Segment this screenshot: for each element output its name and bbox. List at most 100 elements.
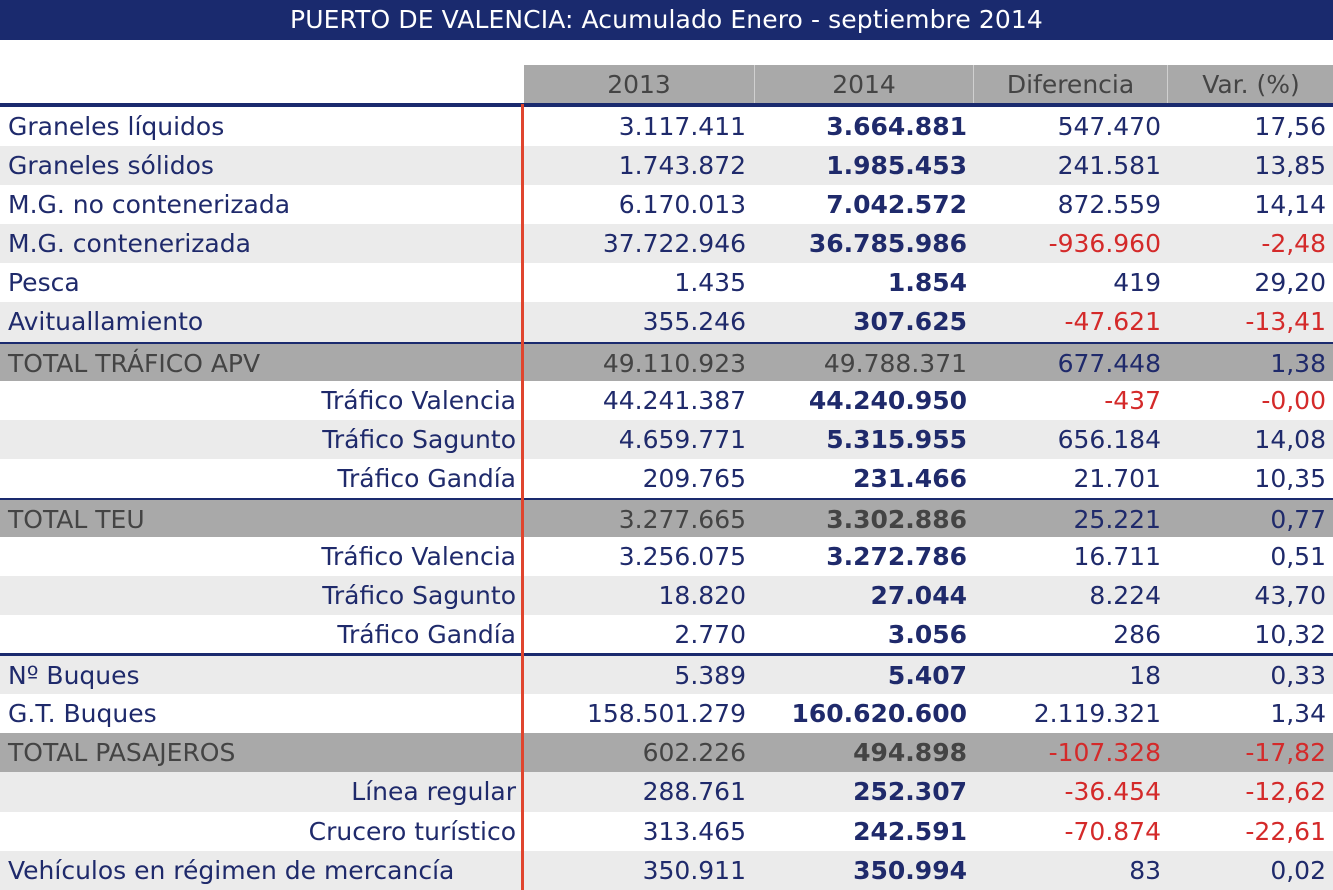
value-diferencia: -70.874 bbox=[1064, 816, 1162, 846]
row-label: TOTAL TEU bbox=[8, 504, 145, 534]
row-label: Tráfico Sagunto bbox=[322, 581, 516, 611]
value-diferencia: 18 bbox=[1129, 661, 1161, 691]
row-label: Tráfico Valencia bbox=[321, 542, 516, 572]
value-variacion: 0,51 bbox=[1270, 542, 1326, 572]
value-2013: 1.743.872 bbox=[618, 151, 746, 181]
value-diferencia: 25.221 bbox=[1073, 504, 1161, 534]
value-diferencia: 419 bbox=[1113, 268, 1161, 298]
row-label: Tráfico Valencia bbox=[321, 385, 516, 415]
value-diferencia: 656.184 bbox=[1057, 424, 1161, 454]
value-variacion: 10,35 bbox=[1254, 463, 1326, 493]
value-2013: 158.501.279 bbox=[586, 699, 746, 729]
value-2014: 307.625 bbox=[853, 307, 967, 337]
value-2014: 5.407 bbox=[887, 661, 967, 691]
table-row-total-teu: TOTAL TEU 3.277.665 3.302.886 25.221 0,7… bbox=[0, 497, 1333, 538]
value-variacion: 0,33 bbox=[1270, 661, 1326, 691]
value-2014: 5.315.955 bbox=[826, 424, 967, 454]
row-label: Tráfico Gandía bbox=[337, 620, 516, 650]
value-2013: 6.170.013 bbox=[618, 190, 746, 220]
value-variacion: -13,41 bbox=[1245, 307, 1326, 337]
value-variacion: 17,56 bbox=[1254, 112, 1326, 141]
value-variacion: 43,70 bbox=[1254, 581, 1326, 611]
value-2013: 2.770 bbox=[674, 620, 746, 650]
value-2013: 209.765 bbox=[642, 463, 746, 493]
value-2014: 7.042.572 bbox=[826, 190, 967, 220]
table-row-n-buques: Nº Buques 5.389 5.407 18 0,33 bbox=[0, 653, 1333, 695]
value-2013: 1.435 bbox=[674, 268, 746, 298]
value-diferencia: 2.119.321 bbox=[1033, 699, 1161, 729]
value-variacion: -22,61 bbox=[1245, 816, 1326, 846]
table-row-mg-contenerizada: M.G. contenerizada 37.722.946 36.785.986… bbox=[0, 224, 1333, 264]
value-variacion: 29,20 bbox=[1254, 268, 1326, 298]
value-diferencia: 16.711 bbox=[1073, 542, 1161, 572]
table-row-total-pasajeros: TOTAL PASAJEROS 602.226 494.898 -107.328… bbox=[0, 733, 1333, 773]
value-2013: 37.722.946 bbox=[602, 229, 746, 259]
value-2014: 36.785.986 bbox=[808, 229, 967, 259]
column-header-2014: 2014 bbox=[754, 65, 973, 104]
value-2014: 242.591 bbox=[853, 816, 967, 846]
value-2014: 494.898 bbox=[853, 738, 967, 768]
value-variacion: -2,48 bbox=[1261, 229, 1326, 259]
value-diferencia: -107.328 bbox=[1048, 738, 1161, 768]
value-2014: 3.302.886 bbox=[826, 504, 967, 534]
value-2013: 44.241.387 bbox=[602, 385, 746, 415]
value-variacion: 14,08 bbox=[1254, 424, 1326, 454]
table-row-pesca: Pesca 1.435 1.854 419 29,20 bbox=[0, 263, 1333, 302]
row-label: Vehículos en régimen de mercancía bbox=[8, 855, 455, 885]
value-diferencia: 677.448 bbox=[1057, 348, 1161, 378]
table-row-crucero-turistico: Crucero turístico 313.465 242.591 -70.87… bbox=[0, 812, 1333, 851]
column-header-2013: 2013 bbox=[524, 65, 754, 104]
row-label: Crucero turístico bbox=[308, 816, 516, 846]
table-row-avituallamiento: Avituallamiento 355.246 307.625 -47.621 … bbox=[0, 302, 1333, 342]
value-2013: 350.911 bbox=[642, 855, 746, 885]
row-label: TOTAL PASAJEROS bbox=[8, 738, 236, 768]
row-label: Pesca bbox=[8, 268, 80, 298]
value-variacion: -17,82 bbox=[1245, 738, 1326, 768]
value-diferencia: 286 bbox=[1113, 620, 1161, 650]
value-2014: 27.044 bbox=[870, 581, 967, 611]
row-label: Graneles sólidos bbox=[8, 151, 214, 181]
value-diferencia: 83 bbox=[1129, 855, 1161, 885]
value-2013: 288.761 bbox=[642, 777, 746, 807]
table-row-trafico-valencia: Tráfico Valencia 44.241.387 44.240.950 -… bbox=[0, 381, 1333, 420]
value-2013: 3.256.075 bbox=[618, 542, 746, 572]
row-label: Tráfico Gandía bbox=[337, 463, 516, 493]
value-2013: 5.389 bbox=[674, 661, 746, 691]
value-2014: 1.985.453 bbox=[826, 151, 967, 181]
value-diferencia: 872.559 bbox=[1057, 190, 1161, 220]
value-2014: 231.466 bbox=[853, 463, 967, 493]
table-row-vehiculos-regimen-mercancia: Vehículos en régimen de mercancía 350.91… bbox=[0, 850, 1333, 890]
table-row-teu-trafico-gandia: Tráfico Gandía 2.770 3.056 286 10,32 bbox=[0, 615, 1333, 653]
row-label: M.G. contenerizada bbox=[8, 229, 251, 259]
value-variacion: 13,85 bbox=[1254, 151, 1326, 181]
table-row-trafico-gandia: Tráfico Gandía 209.765 231.466 21.701 10… bbox=[0, 459, 1333, 498]
row-label: Tráfico Sagunto bbox=[322, 424, 516, 454]
label-column-divider bbox=[521, 104, 524, 890]
table-row-teu-trafico-sagunto: Tráfico Sagunto 18.820 27.044 8.224 43,7… bbox=[0, 576, 1333, 616]
data-table: Graneles líquidos 3.117.411 3.664.881 54… bbox=[0, 107, 1333, 890]
value-variacion: 10,32 bbox=[1254, 620, 1326, 650]
value-diferencia: -47.621 bbox=[1064, 307, 1162, 337]
value-2014: 252.307 bbox=[853, 777, 967, 807]
value-2014: 350.994 bbox=[853, 855, 967, 885]
header-divider bbox=[0, 103, 1333, 107]
value-variacion: 0,77 bbox=[1270, 504, 1326, 534]
table-row-total-trafico-apv: TOTAL TRÁFICO APV 49.110.923 49.788.371 … bbox=[0, 341, 1333, 381]
row-label: Graneles líquidos bbox=[8, 112, 225, 141]
column-header-variacion: Var. (%) bbox=[1167, 65, 1333, 104]
table-row-trafico-sagunto: Tráfico Sagunto 4.659.771 5.315.955 656.… bbox=[0, 419, 1333, 459]
value-2014: 44.240.950 bbox=[808, 385, 967, 415]
table-row-teu-trafico-valencia: Tráfico Valencia 3.256.075 3.272.786 16.… bbox=[0, 537, 1333, 576]
value-variacion: 14,14 bbox=[1254, 190, 1326, 220]
value-variacion: 0,02 bbox=[1270, 855, 1326, 885]
value-variacion: -0,00 bbox=[1261, 385, 1326, 415]
column-header-diferencia: Diferencia bbox=[973, 65, 1167, 104]
value-2014: 3.272.786 bbox=[826, 542, 967, 572]
value-diferencia: -936.960 bbox=[1048, 229, 1161, 259]
value-2013: 313.465 bbox=[642, 816, 746, 846]
value-2013: 18.820 bbox=[658, 581, 746, 611]
value-2013: 3.277.665 bbox=[618, 504, 746, 534]
value-diferencia: -36.454 bbox=[1064, 777, 1162, 807]
value-2014: 3.056 bbox=[887, 620, 967, 650]
row-label: Avituallamiento bbox=[8, 307, 204, 337]
